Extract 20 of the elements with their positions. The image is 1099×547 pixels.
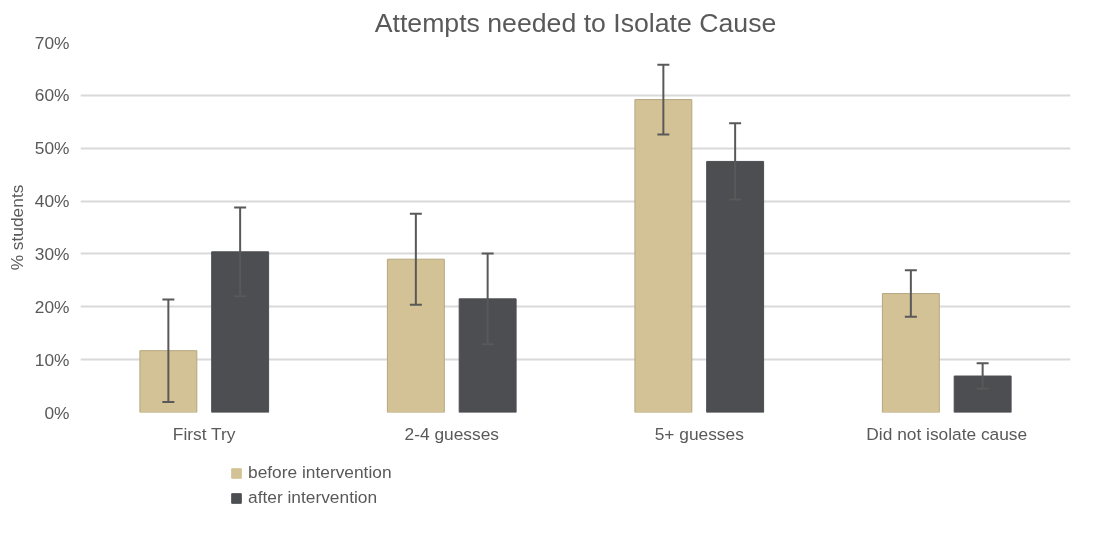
y-tick-label: 0% bbox=[44, 402, 70, 423]
legend-label: after intervention bbox=[248, 487, 378, 508]
chart-title: Attempts needed to Isolate Cause bbox=[374, 7, 777, 38]
x-tick-label: 5+ guesses bbox=[654, 423, 745, 444]
y-axis-title: % students bbox=[6, 184, 27, 271]
x-tick-label: 2-4 guesses bbox=[404, 423, 500, 444]
y-tick-label: 20% bbox=[34, 296, 70, 317]
legend-label: before intervention bbox=[248, 462, 392, 483]
y-tick-label: 10% bbox=[34, 349, 70, 370]
x-tick-label: First Try bbox=[172, 423, 236, 444]
y-tick-label: 60% bbox=[34, 85, 70, 106]
x-tick-label: Did not isolate cause bbox=[866, 423, 1028, 444]
y-tick-label: 70% bbox=[34, 32, 70, 53]
y-tick-label: 30% bbox=[34, 243, 70, 264]
y-tick-label: 40% bbox=[34, 191, 70, 212]
y-tick-label: 50% bbox=[34, 138, 70, 159]
bar bbox=[386, 258, 445, 413]
bar bbox=[881, 293, 940, 413]
bar bbox=[139, 350, 198, 413]
bar bbox=[634, 99, 693, 413]
